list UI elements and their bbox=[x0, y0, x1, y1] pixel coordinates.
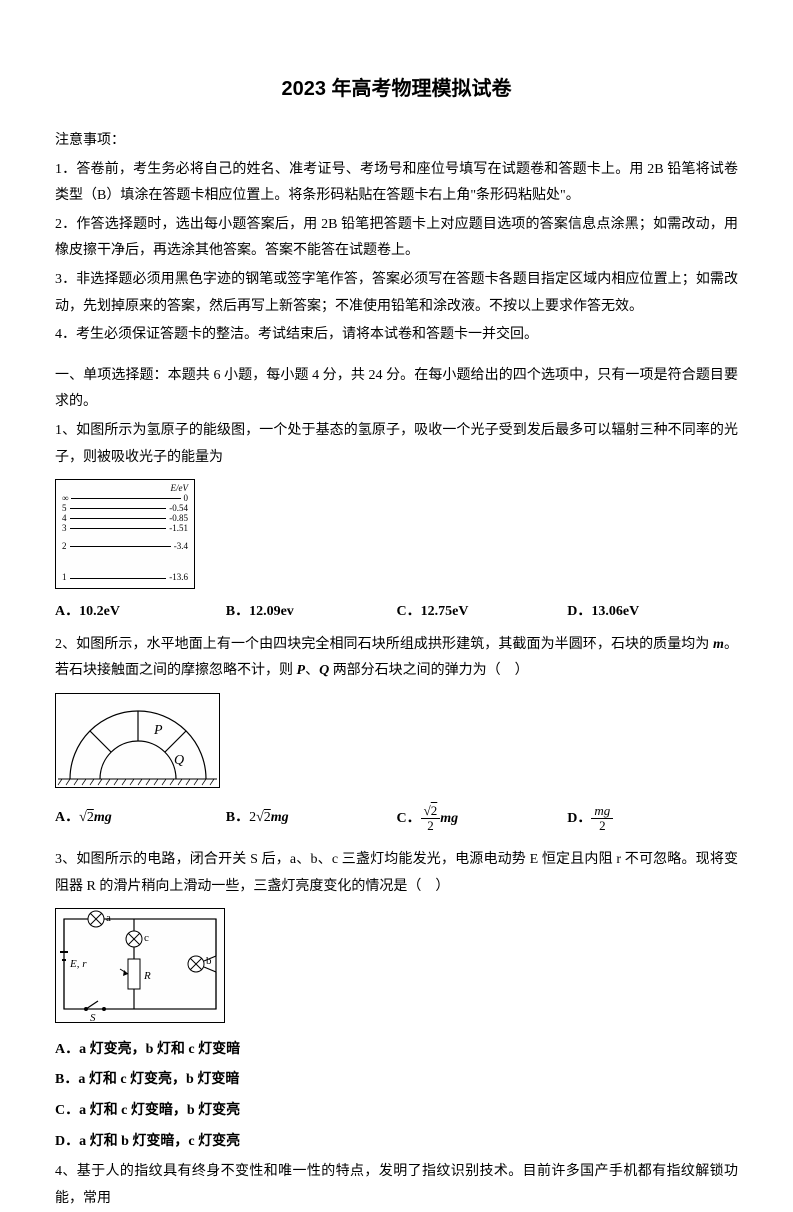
q2-stem-d: 两部分石块之间的弹力为（ ） bbox=[329, 663, 529, 678]
q2-opt-d: D．mg2 bbox=[567, 804, 738, 834]
svg-text:c: c bbox=[144, 932, 149, 944]
level-n-3: 3 bbox=[62, 524, 67, 534]
svg-text:E, r: E, r bbox=[69, 958, 87, 970]
q1-stem: 1、如图所示为氢原子的能级图，一个处于基态的氢原子，吸收一个光子受到发后最多可以… bbox=[55, 418, 738, 471]
notice-heading: 注意事项： bbox=[55, 128, 738, 155]
q1-opt-d: D．13.06eV bbox=[567, 599, 738, 626]
q2d-pre: D． bbox=[567, 811, 591, 826]
q2-opt-b: B．2√2mg bbox=[226, 805, 397, 832]
section-a-heading: 一、单项选择题：本题共 6 小题，每小题 4 分，共 24 分。在每小题给出的四… bbox=[55, 363, 738, 416]
q2-stem: 2、如图所示，水平地面上有一个由四块完全相同石块所组成拱形建筑，其截面为半圆环，… bbox=[55, 632, 738, 685]
ev-label: E/eV bbox=[62, 484, 188, 494]
q2-q: Q bbox=[319, 663, 329, 678]
q2b-mg: mg bbox=[271, 810, 289, 825]
q1-opt-c: C．12.75eV bbox=[397, 599, 568, 626]
svg-text:P: P bbox=[153, 723, 163, 738]
q2c-mg: mg bbox=[440, 811, 458, 826]
q3-opt-d: D．a 灯和 b 灯变暗，c 灯变亮 bbox=[55, 1129, 738, 1156]
svg-text:S: S bbox=[90, 1012, 96, 1022]
q4-stem: 4、基于人的指纹具有终身不变性和唯一性的特点，发明了指纹识别技术。目前许多国产手… bbox=[55, 1159, 738, 1212]
q3-opt-a: A．a 灯变亮，b 灯和 c 灯变暗 bbox=[55, 1037, 738, 1064]
svg-text:b: b bbox=[206, 955, 212, 967]
q2-stem-c: 、 bbox=[305, 663, 319, 678]
level-n-2: 2 bbox=[62, 542, 67, 552]
q2-options: A．√2mg B．2√2mg C．√22mg D．mg2 bbox=[55, 804, 738, 834]
svg-text:Q: Q bbox=[174, 753, 184, 768]
q1-options: A．10.2eV B．12.09ev C．12.75eV D．13.06eV bbox=[55, 599, 738, 626]
q2a-mg: mg bbox=[94, 810, 112, 825]
notice-4: 4．考生必须保证答题卡的整洁。考试结束后，请将本试卷和答题卡一并交回。 bbox=[55, 322, 738, 349]
q3-stem: 3、如图所示的电路，闭合开关 S 后，a、b、c 三盏灯均能发光，电源电动势 E… bbox=[55, 847, 738, 900]
q3-opt-b: B．a 灯和 c 灯变亮，b 灯变暗 bbox=[55, 1067, 738, 1094]
q2-opt-c: C．√22mg bbox=[397, 804, 568, 834]
q2b-pre: B． bbox=[226, 810, 249, 825]
level-e-2: -3.4 bbox=[174, 542, 188, 552]
q2a-pre: A． bbox=[55, 810, 79, 825]
q2-opt-a: A．√2mg bbox=[55, 805, 226, 832]
svg-text:R: R bbox=[143, 970, 151, 982]
q1-opt-b: B．12.09ev bbox=[226, 599, 397, 626]
q2c-den: 2 bbox=[421, 819, 441, 833]
q2-p: P bbox=[297, 663, 306, 678]
q1-opt-a: A．10.2eV bbox=[55, 599, 226, 626]
svg-text:a: a bbox=[106, 912, 111, 924]
level-n-1: 1 bbox=[62, 573, 67, 583]
q2c-pre: C． bbox=[397, 811, 421, 826]
notice-3: 3．非选择题必须用黑色字迹的钢笔或签字笔作答，答案必须写在答题卡各题目指定区域内… bbox=[55, 267, 738, 320]
q2d-num: mg bbox=[591, 804, 613, 819]
level-e-1: -13.6 bbox=[169, 573, 188, 583]
arch-diagram: P Q bbox=[55, 693, 220, 788]
energy-level-diagram: E/eV ∞0 5-0.54 4-0.85 3-1.51 2-3.4 1-13.… bbox=[55, 479, 195, 589]
q2-m: m bbox=[713, 637, 724, 652]
notice-2: 2．作答选择题时，选出每小题答案后，用 2B 铅笔把答题卡上对应题目选项的答案信… bbox=[55, 212, 738, 265]
q2-stem-a: 2、如图所示，水平地面上有一个由四块完全相同石块所组成拱形建筑，其截面为半圆环，… bbox=[55, 637, 713, 652]
notice-1: 1．答卷前，考生务必将自己的姓名、准考证号、考场号和座位号填写在试题卷和答题卡上… bbox=[55, 157, 738, 210]
q3-opt-c: C．a 灯和 c 灯变暗，b 灯变亮 bbox=[55, 1098, 738, 1125]
page-title: 2023 年高考物理模拟试卷 bbox=[55, 70, 738, 108]
level-e-3: -1.51 bbox=[169, 524, 188, 534]
circuit-diagram: E, r a c R b S bbox=[55, 908, 225, 1023]
q2d-den: 2 bbox=[591, 819, 613, 833]
